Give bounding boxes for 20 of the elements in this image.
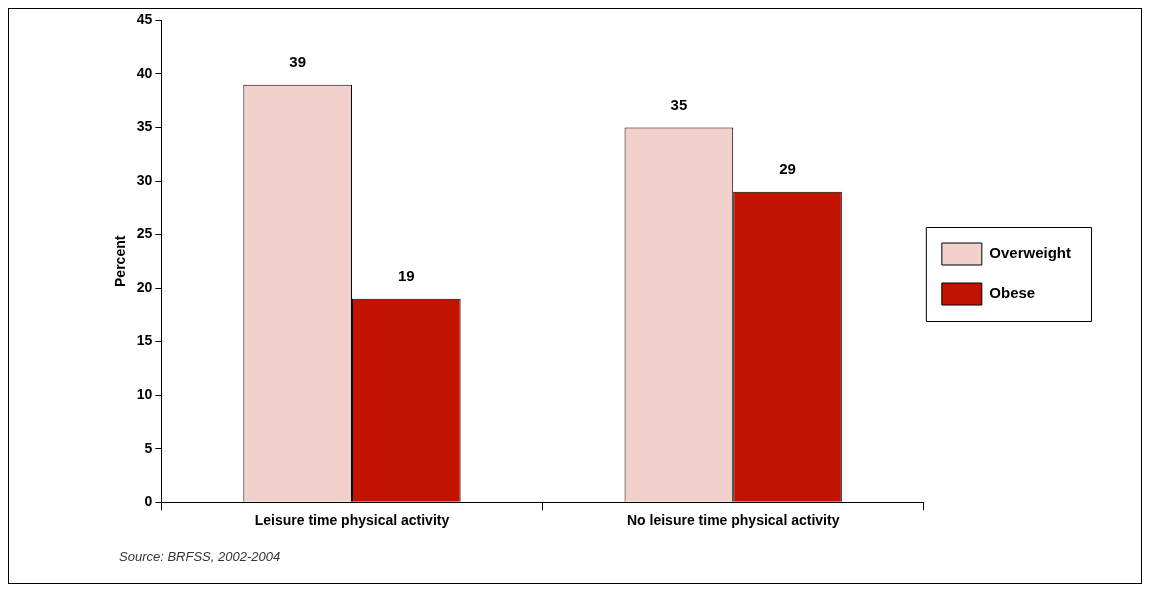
x-tick-label: Leisure time physical activity [254,512,450,529]
y-tick-label: 10 [136,385,153,402]
legend-label: Overweight [989,244,1071,262]
data-label: 19 [397,267,415,285]
source-note: Source: BRFSS, 2002-2004 [119,549,281,564]
y-tick-label: 40 [136,64,153,81]
y-tick-label: 15 [136,332,153,349]
y-tick-label: 0 [144,493,153,510]
data-label: 29 [779,160,796,178]
y-tick-label: 45 [136,11,153,28]
data-label: 39 [289,53,306,71]
data-label: 35 [670,96,688,114]
legend-label: Obese [989,284,1036,302]
x-tick-label: No leisure time physical activity [626,512,840,529]
y-tick-label: 25 [136,225,153,242]
y-axis-title: Percent [112,235,129,287]
y-tick-label: 35 [136,118,153,135]
y-tick-label: 30 [136,171,153,188]
y-tick-label: 20 [136,278,153,295]
y-tick-label: 5 [144,439,153,456]
